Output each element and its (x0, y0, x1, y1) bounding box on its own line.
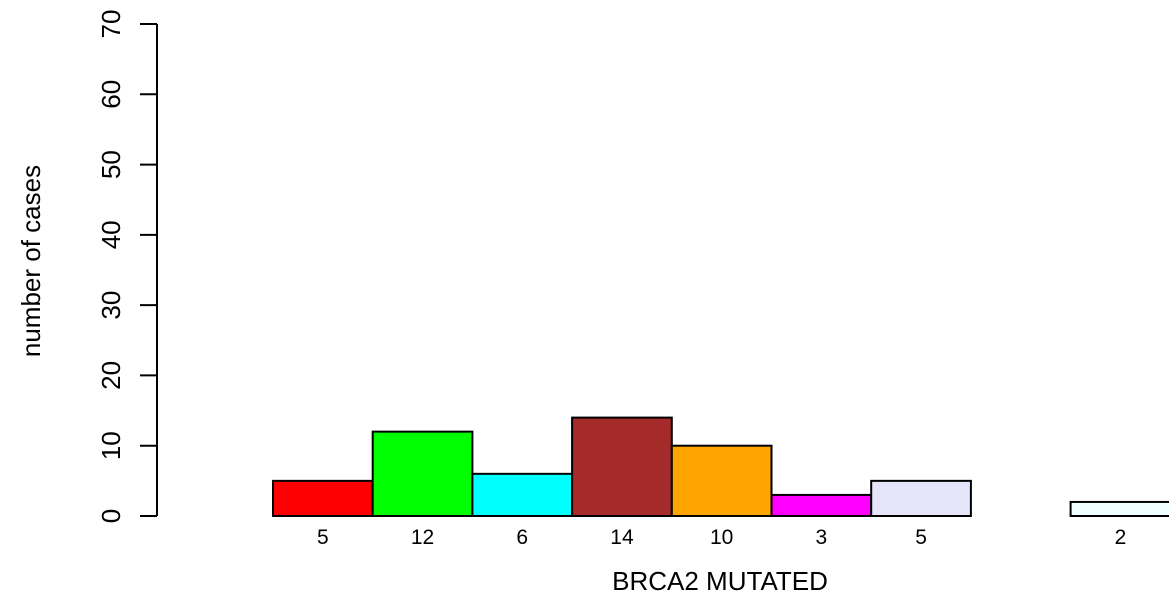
y-tick-label: 10 (96, 431, 126, 460)
bar-value-label: 12 (411, 526, 434, 549)
bar (670, 444, 773, 518)
y-tick-label: 60 (96, 80, 126, 109)
bar-labels: 5 12 6 14 10 3 5 2 (317, 526, 1126, 549)
bar-value-label: 2 (1115, 526, 1127, 549)
y-tick-label: 0 (96, 509, 126, 523)
y-tick-label: 50 (96, 150, 126, 179)
bar-value-label: 14 (610, 526, 634, 549)
bar (272, 479, 374, 518)
bar-value-label: 5 (915, 526, 927, 549)
y-tick-label: 40 (96, 220, 126, 249)
bar-value-label: 3 (816, 526, 828, 549)
bar-value-label: 10 (710, 526, 733, 549)
y-axis: 0 10 20 30 40 50 60 70 (96, 10, 158, 523)
bars (272, 416, 1169, 518)
bar (1069, 500, 1169, 518)
x-axis-title: BRCA2 MUTATED (612, 566, 828, 596)
bar (870, 479, 972, 518)
y-tick-label: 20 (96, 361, 126, 390)
bar (471, 472, 574, 518)
y-tick-label: 70 (96, 10, 126, 39)
bar (371, 430, 474, 517)
y-axis-title: number of cases (16, 165, 46, 357)
bar (571, 416, 673, 518)
bar-value-label: 5 (317, 526, 329, 549)
y-tick-label: 30 (96, 291, 126, 320)
bar-value-label: 6 (516, 526, 528, 549)
bar (770, 493, 873, 517)
